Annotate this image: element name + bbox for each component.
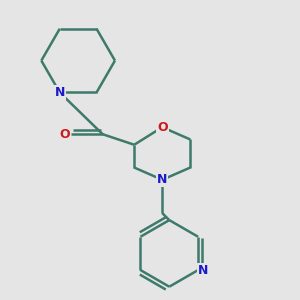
- Text: N: N: [55, 86, 65, 99]
- Text: N: N: [198, 264, 208, 277]
- Text: N: N: [157, 173, 167, 186]
- Text: O: O: [59, 128, 70, 141]
- Text: O: O: [157, 121, 168, 134]
